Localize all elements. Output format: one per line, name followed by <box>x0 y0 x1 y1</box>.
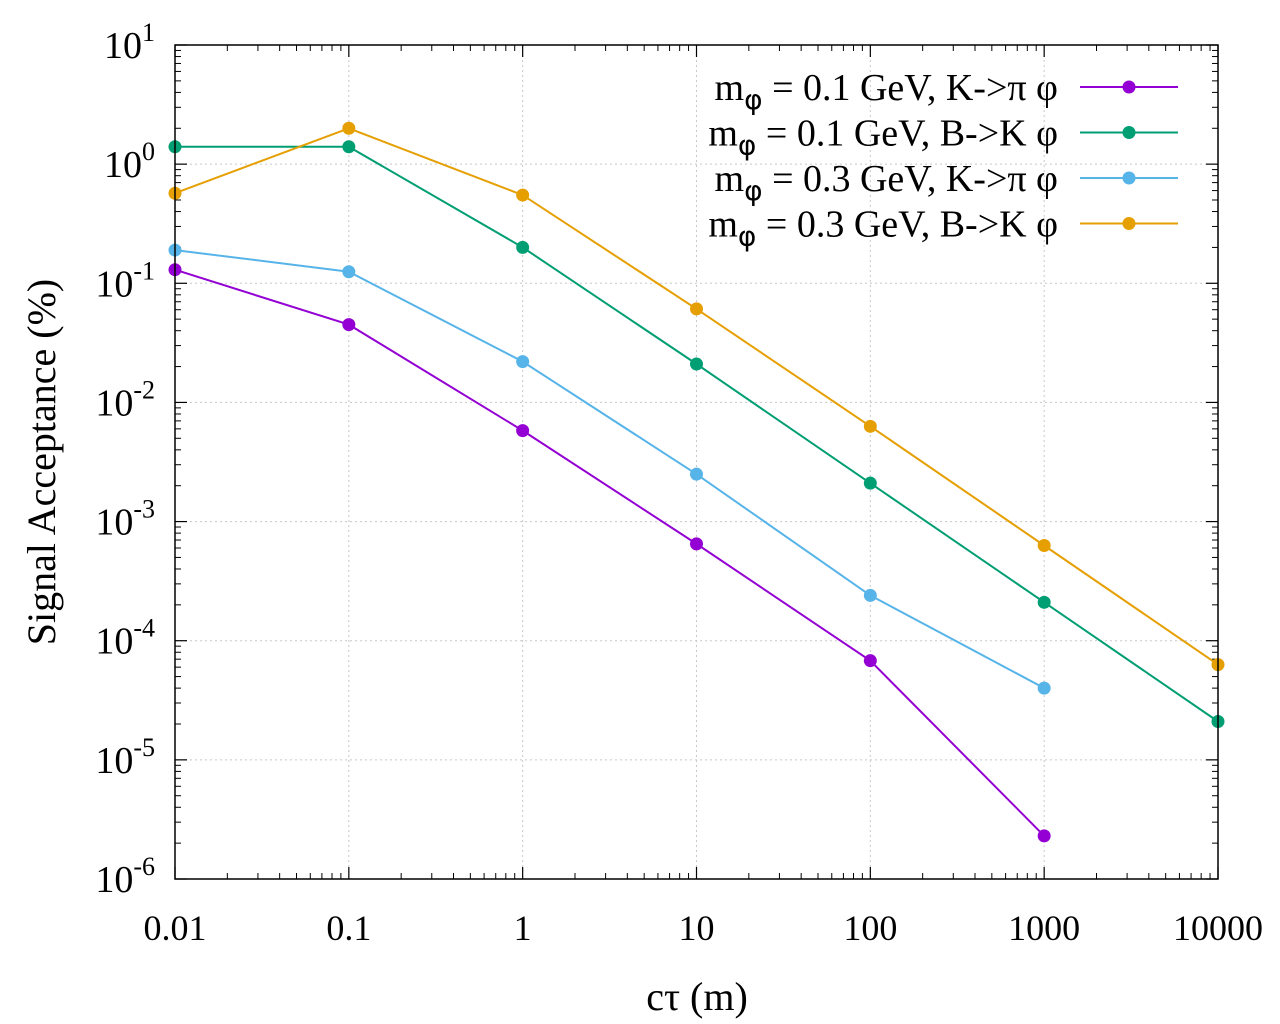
legend-label: mφ = 0.1 GeV, B->K φ <box>708 113 1058 162</box>
series-3 <box>168 243 1051 695</box>
legend-entry: mφ = 0.3 GeV, K->π φ <box>715 158 1178 207</box>
data-point <box>516 355 530 369</box>
data-point <box>863 419 877 433</box>
data-point <box>516 188 530 202</box>
data-point <box>1037 829 1051 843</box>
data-point <box>863 654 877 668</box>
x-tick-label: 1000 <box>1008 908 1080 948</box>
legend-marker <box>1122 171 1136 185</box>
y-tick-label: 100 <box>104 137 155 186</box>
legend-label: mφ = 0.3 GeV, K->π φ <box>715 158 1058 207</box>
legend-label: mφ = 0.1 GeV, K->π φ <box>715 67 1058 116</box>
data-point <box>516 424 530 438</box>
y-axis-ticks: 101 100 10-1 10-2 10-3 10-4 10-5 10-6 <box>95 18 1218 901</box>
data-point <box>690 537 703 551</box>
y-tick-label: 10-2 <box>95 375 155 424</box>
y-tick-label: 10-1 <box>95 256 155 305</box>
series-layer <box>168 121 1225 843</box>
x-axis-label: cτ (m) <box>646 974 748 1019</box>
data-point <box>342 318 356 332</box>
x-tick-label: 100 <box>843 908 897 948</box>
legend-marker <box>1122 217 1136 230</box>
data-point <box>690 302 703 316</box>
data-point <box>1037 595 1051 609</box>
data-point <box>342 121 356 135</box>
x-tick-label: 10000 <box>1173 908 1263 948</box>
minor-ticks <box>175 45 1218 879</box>
y-axis-label: Signal Acceptance (%) <box>19 279 64 646</box>
y-tick-label: 101 <box>104 18 155 67</box>
legend-label: mφ = 0.3 GeV, B->K φ <box>708 204 1058 253</box>
legend-marker <box>1122 80 1136 94</box>
series-line <box>174 249 1045 689</box>
legend-entry: mφ = 0.3 GeV, B->K φ <box>708 204 1178 253</box>
data-point <box>342 265 356 279</box>
data-point <box>1037 538 1051 552</box>
data-point <box>863 588 877 602</box>
y-tick-label: 10-6 <box>95 852 155 901</box>
legend-entry: mφ = 0.1 GeV, K->π φ <box>715 67 1178 116</box>
y-tick-label: 10-4 <box>95 614 155 663</box>
data-point <box>863 476 877 490</box>
grid-lines <box>174 44 1219 880</box>
x-tick-label: 0.01 <box>144 908 207 948</box>
data-point <box>690 467 703 481</box>
legend-entry: mφ = 0.1 GeV, B->K φ <box>708 113 1178 162</box>
data-point <box>690 357 703 371</box>
data-point <box>342 140 356 154</box>
x-axis-ticks: 0.01 0.1 1 10 100 1000 10000 <box>144 45 1263 948</box>
x-tick-label: 10 <box>679 908 715 948</box>
y-tick-label: 10-5 <box>95 733 155 782</box>
data-point <box>1037 681 1051 695</box>
series-line <box>174 268 1045 837</box>
x-tick-label: 1 <box>514 908 532 948</box>
legend: mφ = 0.1 GeV, K->π φmφ = 0.1 GeV, B->K φ… <box>708 67 1178 253</box>
y-tick-label: 10-3 <box>95 495 155 544</box>
series-1 <box>168 263 1051 843</box>
series-2 <box>168 140 1225 728</box>
legend-marker <box>1122 126 1136 139</box>
x-tick-label: 0.1 <box>326 908 371 948</box>
data-point <box>516 240 530 254</box>
